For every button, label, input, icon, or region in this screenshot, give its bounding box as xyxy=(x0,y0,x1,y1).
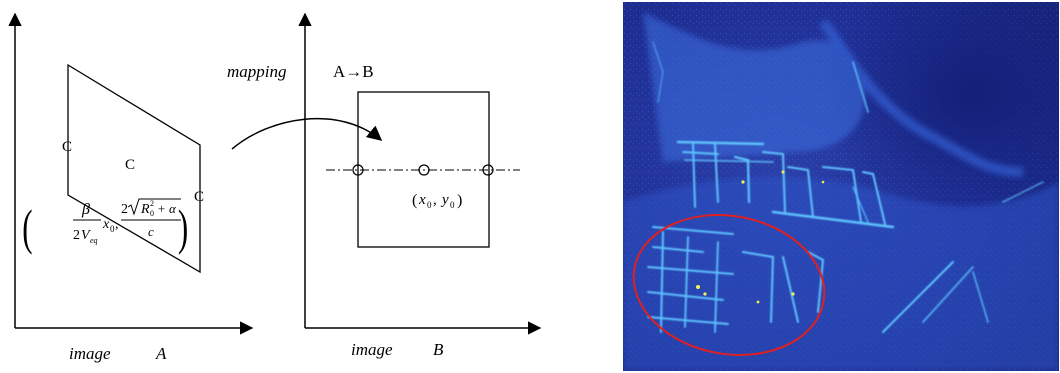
image-b-caption-word: image xyxy=(351,340,393,359)
coordinate-formula: ( β 2 V eq x 0 , 2 R 2 0 + α c ) xyxy=(22,198,188,256)
radar-bright-returns xyxy=(647,41,1044,333)
marker-a-right: C xyxy=(194,189,204,205)
point-x-sub: 0 xyxy=(427,200,432,210)
point-y: y xyxy=(440,192,449,208)
point-label: ( x 0 , y 0 ) xyxy=(412,192,462,210)
radar-image xyxy=(623,2,1059,371)
radar-hot-spots xyxy=(696,170,825,304)
marker-b-center xyxy=(418,164,430,176)
formula-r-sup: 2 xyxy=(150,199,154,208)
marker-a-center: C xyxy=(125,157,135,173)
point-x: x xyxy=(418,192,426,208)
formula-close-paren: ) xyxy=(178,200,188,256)
formula-x: x xyxy=(102,217,110,232)
point-y-sub: 0 xyxy=(450,200,455,210)
image-a-caption-word: image xyxy=(69,344,111,363)
formula-x-sub: 0 xyxy=(110,224,115,234)
formula-c: c xyxy=(148,224,154,239)
image-b-caption-letter: B xyxy=(433,340,444,359)
formula-r: R xyxy=(140,202,150,217)
highlight-ellipse xyxy=(632,214,826,356)
image-a-axes xyxy=(8,12,254,335)
mapping-arrow xyxy=(231,117,383,150)
image-b-axes xyxy=(298,12,542,335)
mapping-diagram: C C C ( β 2 V eq x 0 , 2 R 2 0 + α c ) i… xyxy=(8,12,542,363)
formula-comma: , xyxy=(115,217,119,232)
formula-sqrt xyxy=(127,198,181,216)
point-close: ) xyxy=(457,192,462,209)
formula-r-sub: 0 xyxy=(150,209,154,218)
point-open: ( xyxy=(412,192,417,209)
formula-beta: β xyxy=(81,201,90,218)
formula-den-v: V xyxy=(81,228,91,243)
image-a-parallelogram xyxy=(67,63,201,274)
radar-diffuse-returns xyxy=(623,12,1059,371)
formula-open-paren: ( xyxy=(22,200,32,256)
marker-a-left: C xyxy=(62,139,72,155)
formula-den-sub: eq xyxy=(90,236,98,245)
formula-plus-alpha: + α xyxy=(157,201,177,216)
marker-b-right xyxy=(482,164,494,176)
marker-b-left xyxy=(352,164,364,176)
image-a-caption-letter: A xyxy=(155,344,167,363)
mapping-arrow-label: A→B xyxy=(333,62,374,81)
image-b-rectangle xyxy=(357,91,490,248)
mapping-label: mapping xyxy=(227,62,287,81)
point-comma: , xyxy=(433,192,437,208)
formula-num-2: 2 xyxy=(121,202,128,217)
formula-den-2: 2 xyxy=(73,228,80,243)
